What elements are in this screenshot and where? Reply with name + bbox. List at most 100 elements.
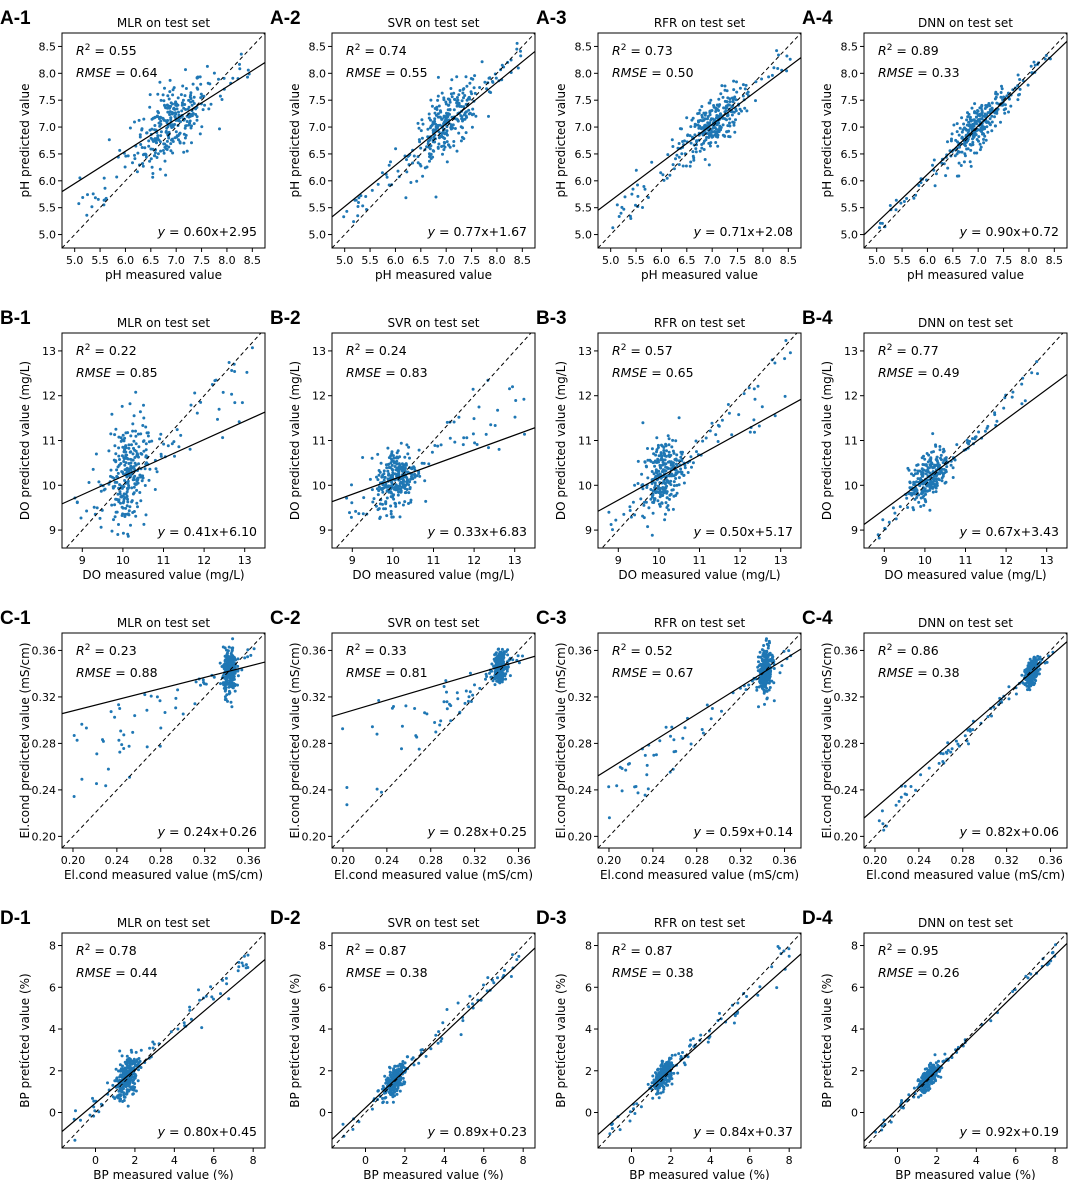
r2-annotation: R2 = 0.89 bbox=[878, 43, 939, 58]
data-point bbox=[695, 140, 699, 144]
data-point bbox=[132, 491, 136, 495]
x-tick-label: 8.5 bbox=[1046, 254, 1064, 267]
data-point bbox=[477, 405, 481, 409]
r2-annotation: R2 = 0.78 bbox=[76, 943, 137, 958]
data-point bbox=[136, 505, 139, 509]
data-point bbox=[752, 387, 756, 391]
data-point bbox=[1028, 688, 1032, 692]
data-point bbox=[385, 1101, 389, 1104]
data-point bbox=[133, 120, 136, 124]
data-point bbox=[717, 114, 721, 118]
data-point bbox=[459, 1033, 463, 1037]
data-point bbox=[123, 515, 127, 518]
data-point bbox=[700, 119, 704, 123]
data-point bbox=[433, 111, 437, 115]
data-point bbox=[703, 158, 707, 161]
data-point bbox=[728, 100, 732, 104]
data-point bbox=[765, 653, 769, 657]
fit-line bbox=[864, 641, 1067, 819]
data-point bbox=[666, 153, 670, 157]
data-point bbox=[166, 444, 170, 448]
rmse-annotation: RMSE = 0.83 bbox=[346, 365, 428, 380]
data-point bbox=[223, 698, 227, 702]
data-point bbox=[981, 132, 985, 135]
data-point bbox=[148, 128, 152, 132]
data-point bbox=[389, 512, 393, 516]
y-tick-label: 5.0 bbox=[309, 229, 327, 242]
data-point bbox=[148, 467, 152, 471]
data-point bbox=[370, 488, 374, 492]
data-point bbox=[1030, 371, 1034, 375]
data-point bbox=[972, 123, 975, 127]
data-point bbox=[1002, 95, 1006, 99]
data-point bbox=[167, 145, 171, 149]
data-point bbox=[485, 87, 489, 91]
y-tick-label: 8.0 bbox=[309, 67, 327, 80]
y-tick-label: 0.28 bbox=[32, 737, 57, 750]
x-axis-label: El.cond measured value (mS/cm) bbox=[866, 868, 1065, 882]
data-point bbox=[473, 74, 477, 78]
x-tick-label: 8 bbox=[520, 1154, 527, 1167]
data-point bbox=[163, 103, 166, 107]
data-point bbox=[768, 641, 771, 645]
y-tick-label: 4 bbox=[319, 1023, 326, 1036]
data-point bbox=[151, 175, 155, 179]
data-point bbox=[125, 1054, 129, 1058]
data-point bbox=[719, 112, 722, 116]
data-point bbox=[783, 357, 787, 361]
data-point bbox=[158, 167, 162, 171]
data-point bbox=[658, 463, 662, 467]
data-point bbox=[727, 411, 731, 415]
data-point bbox=[391, 1100, 395, 1104]
data-point bbox=[155, 156, 159, 159]
data-point bbox=[957, 174, 961, 178]
plot-frame bbox=[597, 632, 802, 849]
y-axis-label: El.cond predicted value (mS/cm) bbox=[554, 642, 568, 838]
data-point bbox=[134, 434, 138, 438]
data-point bbox=[455, 149, 459, 153]
data-point bbox=[350, 483, 353, 487]
data-point bbox=[708, 144, 712, 148]
data-point bbox=[436, 1041, 440, 1045]
x-tick-label: 0 bbox=[92, 1154, 99, 1167]
data-point bbox=[229, 655, 233, 659]
data-point bbox=[177, 445, 181, 449]
data-point bbox=[390, 450, 394, 454]
data-point bbox=[159, 130, 163, 134]
data-point bbox=[376, 478, 380, 482]
data-point bbox=[757, 685, 761, 689]
data-point bbox=[218, 94, 222, 98]
y-tick-label: 6.5 bbox=[841, 148, 859, 161]
data-point bbox=[356, 205, 360, 208]
data-point bbox=[232, 682, 235, 686]
scatter-series bbox=[72, 953, 250, 1142]
data-point bbox=[652, 452, 656, 456]
data-point bbox=[710, 117, 713, 121]
data-point bbox=[758, 650, 762, 654]
data-point bbox=[137, 462, 141, 466]
data-point bbox=[646, 476, 650, 480]
y-axis-label: pH predicted value bbox=[820, 84, 834, 198]
data-point bbox=[368, 477, 372, 481]
data-point bbox=[442, 700, 446, 704]
y-tick-label: 0 bbox=[49, 1107, 56, 1120]
data-point bbox=[499, 653, 503, 657]
data-point bbox=[116, 471, 120, 475]
data-point bbox=[97, 480, 101, 484]
data-point bbox=[115, 1077, 119, 1081]
data-point bbox=[767, 75, 771, 79]
data-point bbox=[663, 458, 667, 462]
data-point bbox=[957, 133, 961, 137]
data-point bbox=[917, 500, 921, 504]
data-point bbox=[651, 489, 655, 493]
y-tick-label: 6 bbox=[49, 981, 56, 994]
data-point bbox=[125, 512, 129, 516]
data-point bbox=[433, 129, 437, 133]
data-point bbox=[646, 447, 649, 450]
data-point bbox=[730, 110, 734, 114]
y-tick-label: 6.5 bbox=[39, 148, 57, 161]
data-point bbox=[419, 146, 423, 150]
data-point bbox=[134, 442, 138, 446]
data-point bbox=[668, 493, 672, 497]
